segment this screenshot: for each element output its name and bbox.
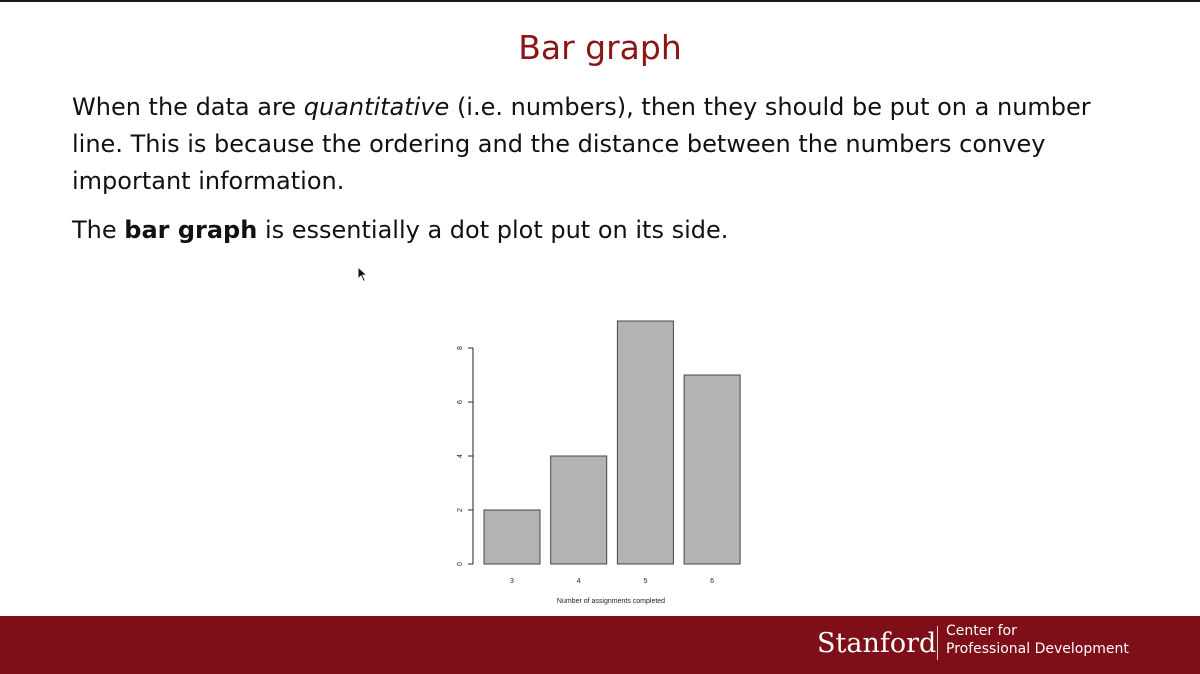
paragraph-bar-graph-strong: bar graph xyxy=(124,216,258,244)
x-tick-label: 5 xyxy=(643,578,647,585)
y-tick-label: 0 xyxy=(457,562,464,566)
bar-chart: 0 2 4 6 8 3 4 5 6 Number of assignments completed xyxy=(457,320,741,605)
x-axis-label: Number of assignments completed xyxy=(557,598,665,605)
paragraph-quantitative-emphasis: quantitative xyxy=(303,93,450,121)
brand-line-2: Professional Development xyxy=(946,641,1129,657)
footer-bar: Stanford Center for Professional Develop… xyxy=(0,616,1200,674)
y-tick-label: 8 xyxy=(457,346,464,350)
paragraph-bar-graph: The bar graph is essentially a dot plot … xyxy=(72,212,1132,249)
y-tick-label: 6 xyxy=(457,400,464,404)
bar-6 xyxy=(683,374,741,565)
paragraph-quantitative-after: (i.e. numbers), then they should be put … xyxy=(72,93,1091,195)
brand-line-1: Center for xyxy=(946,623,1017,639)
paragraph-bar-graph-before: The xyxy=(72,216,125,244)
x-tick-label: 4 xyxy=(577,578,581,585)
x-tick-label: 3 xyxy=(510,578,514,585)
brand-divider xyxy=(937,626,938,660)
paragraph-bar-graph-after: is essentially a dot plot put on its sid… xyxy=(257,216,729,244)
bar-5 xyxy=(616,320,674,565)
paragraph-quantitative: When the data are quantitative (i.e. num… xyxy=(72,89,1132,200)
bar-3 xyxy=(483,509,541,565)
bar-4 xyxy=(550,455,608,565)
mouse-pointer-icon xyxy=(357,266,369,283)
y-tick-label: 4 xyxy=(457,454,464,458)
y-tick-label: 2 xyxy=(457,508,464,512)
stanford-wordmark: Stanford xyxy=(817,628,937,659)
x-tick-label: 6 xyxy=(710,578,714,585)
slide-top-border xyxy=(0,0,1200,2)
slide-title: Bar graph xyxy=(518,28,682,67)
paragraph-quantitative-before: When the data are xyxy=(72,93,304,121)
